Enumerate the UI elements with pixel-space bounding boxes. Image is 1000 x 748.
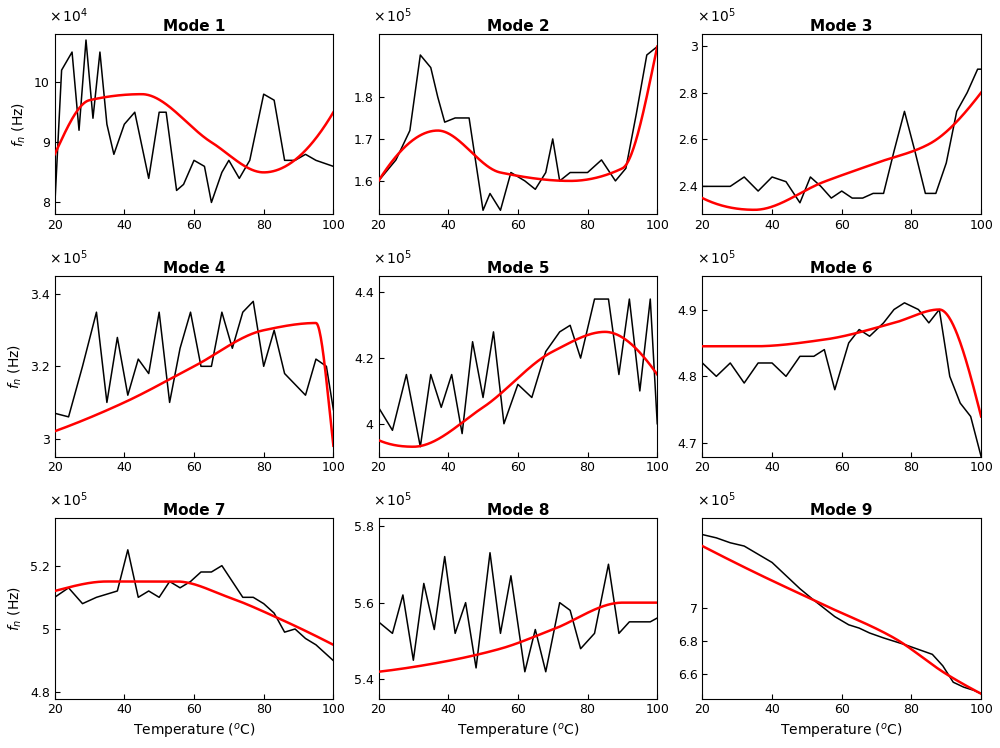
Title: Mode 9: Mode 9 [810, 503, 873, 518]
Text: $\times\,10^{5}$: $\times\,10^{5}$ [373, 491, 412, 509]
Y-axis label: $f_n$ (Hz): $f_n$ (Hz) [7, 344, 24, 389]
X-axis label: Temperature ($^o$C): Temperature ($^o$C) [457, 722, 579, 741]
Text: $\times\,10^{5}$: $\times\,10^{5}$ [373, 7, 412, 25]
Title: Mode 8: Mode 8 [487, 503, 549, 518]
Text: $\times\,10^{4}$: $\times\,10^{4}$ [49, 7, 88, 25]
Text: $\times\,10^{5}$: $\times\,10^{5}$ [49, 248, 88, 267]
Title: Mode 4: Mode 4 [163, 261, 225, 276]
Text: $\times\,10^{5}$: $\times\,10^{5}$ [697, 491, 736, 509]
Title: Mode 1: Mode 1 [163, 19, 225, 34]
Title: Mode 6: Mode 6 [810, 261, 873, 276]
Text: $\times\,10^{5}$: $\times\,10^{5}$ [697, 248, 736, 267]
Title: Mode 3: Mode 3 [810, 19, 873, 34]
Y-axis label: $f_n$ (Hz): $f_n$ (Hz) [11, 102, 28, 147]
X-axis label: Temperature ($^o$C): Temperature ($^o$C) [780, 722, 903, 741]
Title: Mode 5: Mode 5 [487, 261, 549, 276]
Title: Mode 2: Mode 2 [487, 19, 549, 34]
Text: $\times\,10^{5}$: $\times\,10^{5}$ [373, 248, 412, 267]
X-axis label: Temperature ($^o$C): Temperature ($^o$C) [133, 722, 255, 741]
Y-axis label: $f_n$ (Hz): $f_n$ (Hz) [7, 586, 24, 631]
Text: $\times\,10^{5}$: $\times\,10^{5}$ [697, 7, 736, 25]
Text: $\times\,10^{5}$: $\times\,10^{5}$ [49, 491, 88, 509]
Title: Mode 7: Mode 7 [163, 503, 225, 518]
